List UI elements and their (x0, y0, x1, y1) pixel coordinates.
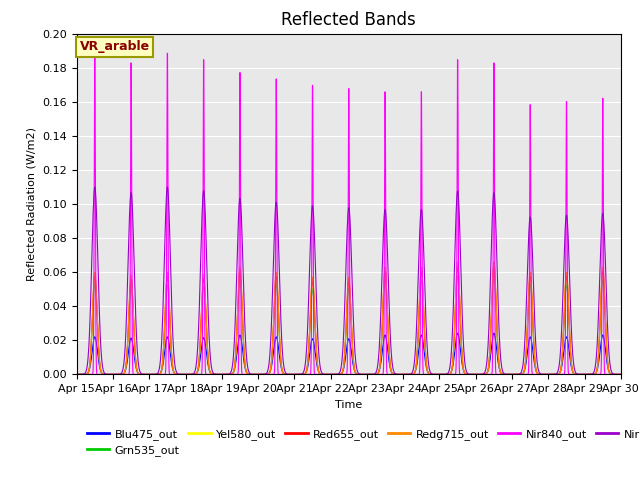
Title: Reflected Bands: Reflected Bands (282, 11, 416, 29)
X-axis label: Time: Time (335, 400, 362, 409)
Text: VR_arable: VR_arable (79, 40, 150, 53)
Y-axis label: Reflected Radiation (W/m2): Reflected Radiation (W/m2) (27, 127, 36, 281)
Legend: Blu475_out, Grn535_out, Yel580_out, Red655_out, Redg715_out, Nir840_out, Nir945_: Blu475_out, Grn535_out, Yel580_out, Red6… (83, 424, 640, 460)
